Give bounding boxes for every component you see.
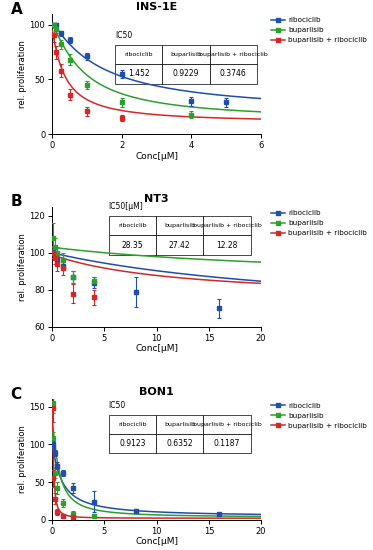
- Title: NT3: NT3: [144, 194, 169, 205]
- X-axis label: Conc[μM]: Conc[μM]: [135, 344, 178, 353]
- Y-axis label: rel. proliferation: rel. proliferation: [18, 426, 27, 493]
- Title: BON1: BON1: [139, 387, 174, 397]
- Legend: ribociclib, buparlisib, buparlisib + ribociclib: ribociclib, buparlisib, buparlisib + rib…: [271, 403, 367, 429]
- Text: IC50: IC50: [115, 31, 132, 40]
- Legend: ribociclib, buparlisib, buparlisib + ribociclib: ribociclib, buparlisib, buparlisib + rib…: [271, 18, 367, 43]
- Text: A: A: [10, 2, 22, 16]
- X-axis label: Conc[μM]: Conc[μM]: [135, 152, 178, 161]
- Text: B: B: [10, 195, 22, 210]
- Text: C: C: [10, 387, 22, 402]
- Legend: ribociclib, buparlisib, buparlisib + ribociclib: ribociclib, buparlisib, buparlisib + rib…: [271, 210, 367, 236]
- X-axis label: Conc[μM]: Conc[μM]: [135, 537, 178, 546]
- Y-axis label: rel. proliferation: rel. proliferation: [18, 233, 27, 301]
- Text: IC50: IC50: [109, 401, 126, 410]
- Title: INS-1E: INS-1E: [136, 2, 177, 12]
- Text: IC50[μM]: IC50[μM]: [109, 202, 143, 211]
- Y-axis label: rel. proliferation: rel. proliferation: [18, 40, 27, 108]
